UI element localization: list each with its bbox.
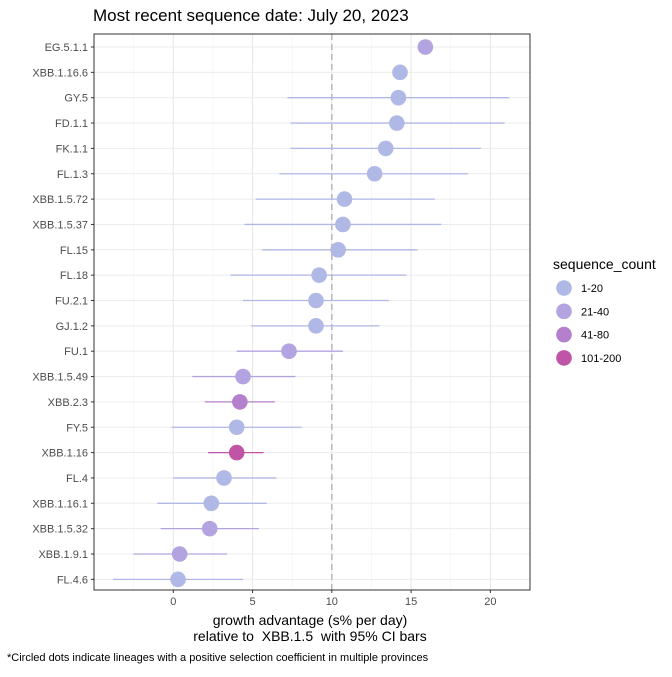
y-tick-label: EG.5.1.1 bbox=[45, 42, 88, 54]
y-tick-label: FL.4 bbox=[66, 473, 88, 485]
point-XBB.1.9.1 bbox=[171, 546, 188, 562]
panel-background bbox=[94, 34, 530, 590]
x-tick-label: 15 bbox=[405, 596, 417, 608]
x-tick-label: 0 bbox=[170, 596, 176, 608]
point-XBB.1.16 bbox=[228, 444, 245, 461]
point-XBB.1.16.1 bbox=[203, 495, 220, 512]
y-tick-label: FY.5 bbox=[66, 422, 88, 434]
y-tick-label: FL.1.3 bbox=[57, 169, 88, 181]
point-FL.15 bbox=[330, 242, 346, 258]
y-tick-label: XBB.1.16.1 bbox=[32, 498, 88, 510]
y-tick-label: GY.5 bbox=[64, 93, 88, 105]
legend-key-1-20 bbox=[556, 280, 572, 296]
point-XBB.1.5.32 bbox=[201, 520, 218, 537]
x-tick-label: 10 bbox=[326, 596, 338, 608]
y-tick-label: XBB.1.16.6 bbox=[32, 67, 88, 79]
y-tick-label: FU.1 bbox=[64, 346, 88, 358]
point-GJ.1.2 bbox=[308, 318, 324, 334]
point-XBB.1.5.72 bbox=[336, 191, 353, 207]
y-tick-label: XBB.1.5.32 bbox=[32, 524, 88, 536]
legend: sequence_count 1-20 21-40 41-80 101-200 bbox=[553, 256, 656, 366]
x-axis-label-line2: relative to XBB.1.5 with 95% CI bars bbox=[193, 628, 426, 644]
legend-label-1-20: 1-20 bbox=[581, 283, 603, 295]
point-FL.4 bbox=[216, 470, 232, 486]
y-tick-label: FU.2.1 bbox=[55, 296, 88, 308]
y-tick-label: FD.1.1 bbox=[55, 118, 88, 130]
legend-key-41-80 bbox=[556, 326, 572, 343]
chart-title: Most recent sequence date: July 20, 2023 bbox=[93, 6, 409, 25]
legend-key-101-200 bbox=[556, 350, 572, 366]
y-tick-label: FK.1.1 bbox=[56, 143, 88, 155]
y-tick-label: XBB.1.5.37 bbox=[32, 219, 88, 231]
point-FL.18 bbox=[311, 267, 327, 283]
point-XBB.1.5.49 bbox=[235, 368, 251, 385]
point-FU.1 bbox=[281, 343, 297, 360]
plot-area: EG.5.1.1 XBB.1.16.6 GY.5 FD.1.1 FK.1.1 FL.1.3… bbox=[32, 33, 531, 608]
legend-key-21-40 bbox=[556, 303, 572, 320]
point-FK.1.1 bbox=[377, 140, 394, 157]
y-tick-label: FL.15 bbox=[60, 245, 88, 257]
panel-border bbox=[93, 33, 531, 591]
footnote: *Circled dots indicate lineages with a p… bbox=[7, 652, 429, 664]
point-EG.5.1.1 bbox=[417, 39, 434, 55]
y-tick-label: XBB.1.5.72 bbox=[32, 194, 88, 206]
legend-label-41-80: 41-80 bbox=[581, 330, 609, 342]
point-FU.2.1 bbox=[308, 292, 324, 309]
y-tick-label: FL.18 bbox=[60, 270, 88, 282]
x-axis-label-line1: growth advantage (s% per day) bbox=[213, 612, 408, 628]
legend-title: sequence_count bbox=[553, 256, 656, 272]
y-tick-label: GJ.1.2 bbox=[56, 321, 88, 333]
point-XBB.1.16.6 bbox=[392, 64, 408, 81]
point-FY.5 bbox=[228, 419, 245, 436]
y-tick-label: FL.4.6 bbox=[57, 574, 88, 586]
legend-label-21-40: 21-40 bbox=[581, 306, 609, 318]
point-XBB.1.5.37 bbox=[335, 216, 351, 233]
point-FL.4.6 bbox=[170, 571, 186, 588]
legend-label-101-200: 101-200 bbox=[581, 353, 621, 365]
y-tick-label: XBB.1.9.1 bbox=[38, 549, 88, 561]
point-GY.5 bbox=[390, 89, 407, 106]
y-tick-label: XBB.2.3 bbox=[48, 397, 88, 409]
point-FD.1.1 bbox=[389, 115, 405, 131]
y-tick-label: XBB.1.16 bbox=[42, 448, 88, 460]
x-tick-label: 5 bbox=[249, 596, 255, 608]
x-tick-label: 20 bbox=[484, 596, 496, 608]
legend-entries: 1-20 21-40 41-80 101-200 bbox=[556, 280, 621, 366]
y-tick-label: XBB.1.5.49 bbox=[32, 372, 88, 384]
point-XBB.2.3 bbox=[232, 394, 248, 410]
point-FL.1.3 bbox=[366, 165, 383, 182]
